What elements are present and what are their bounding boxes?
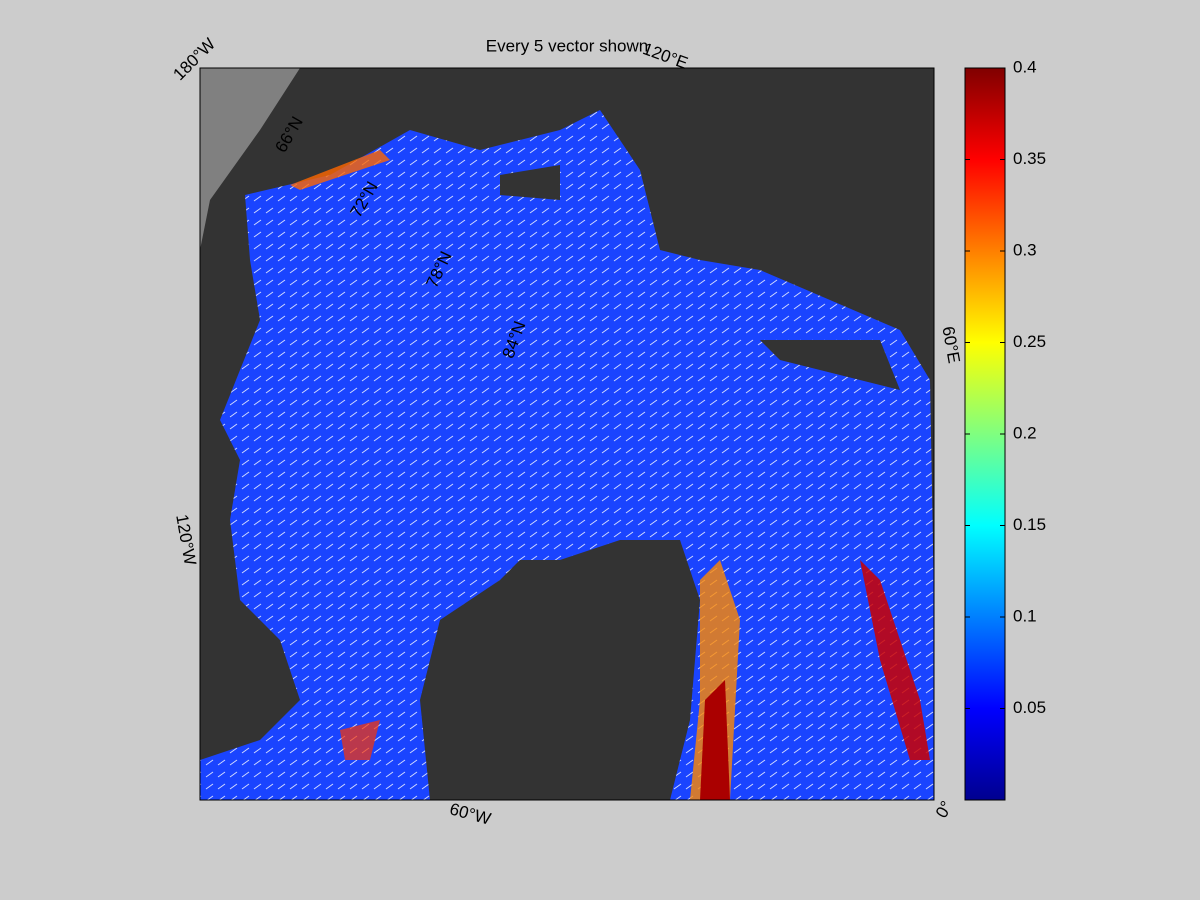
colorbar	[964, 67, 1006, 801]
colorbar-tick-label: 0.05	[1013, 698, 1046, 717]
colorbar-tick-label: 0.15	[1013, 515, 1046, 534]
colorbar-tick-label: 0.35	[1013, 149, 1046, 168]
map-frame	[199, 67, 935, 801]
colorbar-tick-label: 0.4	[1013, 57, 1037, 76]
map	[200, 68, 934, 800]
colorbar-tick-label: 0.2	[1013, 423, 1037, 442]
title: Every 5 vector shown	[486, 36, 649, 55]
colorbar-tick-label: 0.1	[1013, 606, 1037, 625]
colorbar-tick-label: 0.3	[1013, 240, 1037, 259]
colorbar-tick-label: 0.25	[1013, 332, 1046, 351]
